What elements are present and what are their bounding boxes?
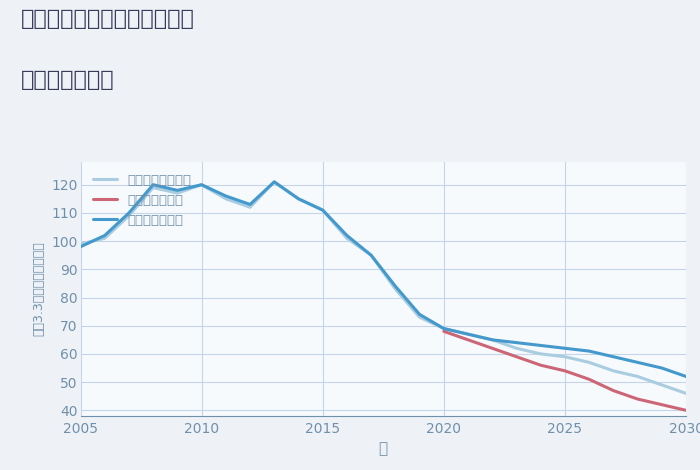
ノーマルシナリオ	[512, 345, 521, 351]
ノーマルシナリオ	[125, 213, 133, 219]
グッドシナリオ	[343, 233, 351, 238]
グッドシナリオ	[270, 179, 279, 185]
バッドシナリオ	[585, 376, 594, 382]
ノーマルシナリオ	[488, 337, 496, 343]
バッドシナリオ	[634, 396, 642, 402]
グッドシナリオ	[125, 210, 133, 216]
ノーマルシナリオ	[464, 331, 473, 337]
Text: 土地の価格推移: 土地の価格推移	[21, 70, 115, 91]
ノーマルシナリオ	[609, 368, 617, 374]
グッドシナリオ	[488, 337, 496, 343]
ノーマルシナリオ	[149, 185, 158, 190]
バッドシナリオ	[682, 407, 690, 413]
グッドシナリオ	[101, 233, 109, 238]
バッドシナリオ	[464, 337, 473, 343]
グッドシナリオ	[391, 283, 400, 289]
ノーマルシナリオ	[76, 241, 85, 247]
バッドシナリオ	[488, 345, 496, 351]
グッドシナリオ	[415, 312, 424, 317]
バッドシナリオ	[609, 388, 617, 393]
Line: グッドシナリオ: グッドシナリオ	[80, 182, 686, 376]
ノーマルシナリオ	[367, 252, 375, 258]
グッドシナリオ	[634, 360, 642, 365]
グッドシナリオ	[173, 188, 181, 193]
ノーマルシナリオ	[682, 391, 690, 396]
Line: バッドシナリオ: バッドシナリオ	[444, 331, 686, 410]
ノーマルシナリオ	[585, 360, 594, 365]
ノーマルシナリオ	[222, 196, 230, 202]
グッドシナリオ	[609, 354, 617, 360]
ノーマルシナリオ	[246, 204, 254, 210]
ノーマルシナリオ	[101, 235, 109, 241]
Text: 神奈川県相模原市南区新戸の: 神奈川県相模原市南区新戸の	[21, 9, 195, 30]
Legend: ノーマルシナリオ, バッドシナリオ, グッドシナリオ: ノーマルシナリオ, バッドシナリオ, グッドシナリオ	[93, 174, 192, 227]
グッドシナリオ	[318, 207, 327, 213]
グッドシナリオ	[585, 348, 594, 354]
ノーマルシナリオ	[634, 374, 642, 379]
バッドシナリオ	[561, 368, 569, 374]
ノーマルシナリオ	[343, 235, 351, 241]
Y-axis label: 坪（3.3㎡）単価（万円）: 坪（3.3㎡）単価（万円）	[33, 242, 46, 337]
ノーマルシナリオ	[415, 314, 424, 320]
グッドシナリオ	[367, 252, 375, 258]
ノーマルシナリオ	[440, 326, 448, 331]
ノーマルシナリオ	[391, 286, 400, 292]
グッドシナリオ	[440, 326, 448, 331]
ノーマルシナリオ	[197, 182, 206, 188]
グッドシナリオ	[682, 374, 690, 379]
グッドシナリオ	[657, 365, 666, 371]
ノーマルシナリオ	[270, 179, 279, 185]
ノーマルシナリオ	[561, 354, 569, 360]
バッドシナリオ	[512, 354, 521, 360]
グッドシナリオ	[294, 196, 302, 202]
グッドシナリオ	[222, 193, 230, 199]
バッドシナリオ	[657, 402, 666, 407]
グッドシナリオ	[76, 244, 85, 250]
グッドシナリオ	[464, 331, 473, 337]
グッドシナリオ	[246, 202, 254, 207]
ノーマルシナリオ	[318, 207, 327, 213]
バッドシナリオ	[440, 329, 448, 334]
ノーマルシナリオ	[294, 196, 302, 202]
バッドシナリオ	[536, 362, 545, 368]
グッドシナリオ	[149, 182, 158, 188]
ノーマルシナリオ	[173, 190, 181, 196]
グッドシナリオ	[561, 345, 569, 351]
X-axis label: 年: 年	[379, 441, 388, 456]
Line: ノーマルシナリオ: ノーマルシナリオ	[80, 182, 686, 393]
ノーマルシナリオ	[657, 382, 666, 388]
ノーマルシナリオ	[536, 351, 545, 357]
グッドシナリオ	[512, 340, 521, 345]
グッドシナリオ	[536, 343, 545, 348]
グッドシナリオ	[197, 182, 206, 188]
